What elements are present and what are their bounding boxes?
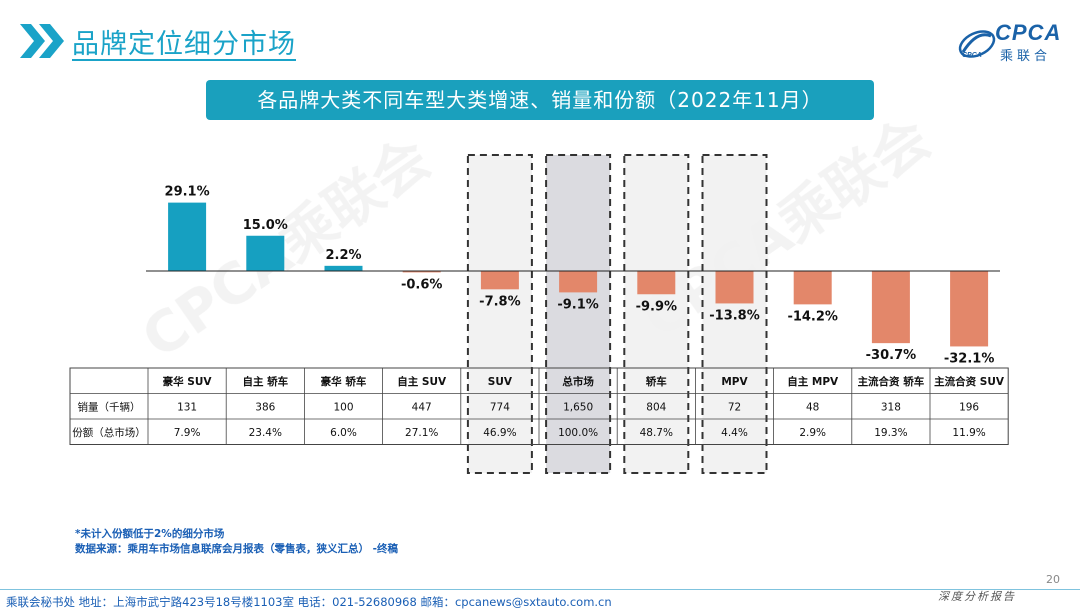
page-number: 20: [1046, 573, 1060, 586]
value-label-10: -32.1%: [944, 351, 995, 366]
table-cell-0-7: 72: [728, 402, 741, 414]
table-cell-0-8: 48: [806, 402, 819, 414]
footnote: *未计入份额低于2%的细分市场: [75, 528, 225, 540]
header-chevron-icon: [20, 24, 64, 58]
table-cell-1-2: 6.0%: [330, 427, 357, 439]
highlight-box-6: [623, 154, 690, 474]
table-cell-0-1: 386: [255, 402, 275, 414]
bar-7: [715, 271, 754, 304]
value-label-2: 2.2%: [325, 248, 361, 263]
logo-text: CPCA: [995, 20, 1062, 45]
value-label-7: -13.8%: [709, 308, 760, 323]
table-cell-0-9: 318: [881, 402, 901, 414]
table-cell-1-5: 100.0%: [558, 427, 598, 439]
category-label-1: 自主 轿车: [242, 375, 288, 388]
bar-0: [168, 202, 207, 271]
category-label-2: 豪华 轿车: [321, 375, 367, 388]
logo-small-text: CPCA: [962, 52, 982, 59]
category-label-5: 总市场: [562, 375, 594, 388]
value-label-1: 15.0%: [243, 218, 288, 233]
table-cell-1-1: 23.4%: [249, 427, 282, 439]
value-label-4: -7.8%: [479, 294, 520, 309]
table-cell-1-9: 19.3%: [874, 427, 907, 439]
cpca-logo: [958, 30, 996, 58]
bar-6: [637, 271, 676, 295]
table-cell-1-8: 2.9%: [799, 427, 826, 439]
table-cell-0-5: 1,650: [563, 402, 593, 414]
value-label-6: -9.9%: [636, 299, 677, 314]
table-cell-1-7: 4.4%: [721, 427, 748, 439]
data-source: 数据来源：乘用车市场信息联席会月报表（零售表，狭义汇总） -终稿: [75, 543, 399, 555]
value-label-3: -0.6%: [401, 277, 442, 292]
value-label-9: -30.7%: [866, 348, 917, 363]
bar-2: [324, 265, 363, 271]
category-label-6: 轿车: [646, 375, 667, 388]
table-cell-1-3: 27.1%: [405, 427, 438, 439]
highlight-box-5: [545, 154, 612, 474]
table-cell-1-10: 11.9%: [952, 427, 985, 439]
highlight-box-7: [701, 154, 768, 474]
highlight-box-4: [466, 154, 533, 474]
category-label-7: MPV: [721, 376, 748, 388]
table-cell-1-4: 46.9%: [483, 427, 516, 439]
category-label-0: 豪华 SUV: [163, 375, 213, 388]
footer-contact: 乘联会秘书处 地址：上海市武宁路423号18号楼1103室 电话：021-526…: [6, 595, 612, 609]
logo-subtitle: 乘联合: [1000, 49, 1052, 64]
bar-5: [559, 271, 598, 293]
table-cell-0-0: 131: [177, 402, 197, 414]
table-cell-1-0: 7.9%: [174, 427, 201, 439]
value-label-0: 29.1%: [165, 185, 210, 200]
category-label-10: 主流合资 SUV: [934, 375, 1005, 388]
category-label-9: 主流合资 轿车: [858, 375, 925, 388]
table-cell-0-2: 100: [333, 402, 353, 414]
footer-tagline: 深度分析报告: [938, 590, 1016, 603]
footer-divider: [0, 589, 1080, 590]
category-label-8: 自主 MPV: [787, 375, 839, 388]
table-cell-1-6: 48.7%: [640, 427, 673, 439]
table-cell-0-10: 196: [959, 402, 979, 414]
chart-title-banner: 各品牌大类不同车型大类增速、销量和份额（2022年11月）: [206, 80, 874, 120]
category-label-3: 自主 SUV: [397, 375, 447, 388]
bar-8: [793, 271, 832, 305]
row-label-0: 销量（千辆）: [78, 401, 141, 414]
table-cell-0-3: 447: [412, 402, 432, 414]
value-label-5: -9.1%: [557, 297, 598, 312]
bar-3: [402, 271, 441, 273]
bar-4: [480, 271, 519, 290]
value-label-8: -14.2%: [787, 309, 838, 324]
table-cell-0-6: 804: [646, 402, 666, 414]
category-label-4: SUV: [488, 376, 513, 388]
page-title: 品牌定位细分市场: [72, 29, 296, 60]
bar-1: [246, 235, 285, 271]
bar-9: [871, 271, 910, 344]
row-label-1: 份额（总市场）: [72, 426, 146, 439]
bar-10: [950, 271, 989, 347]
table-cell-0-4: 774: [490, 402, 510, 414]
